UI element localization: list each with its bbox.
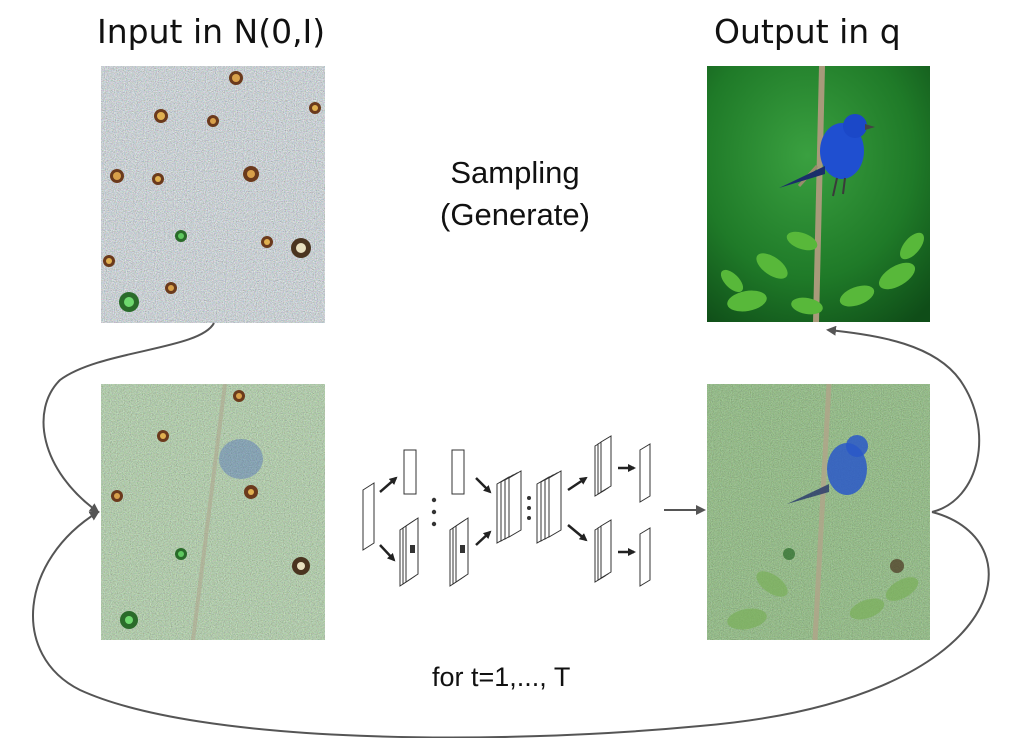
arrow-noise-to-step bbox=[42, 322, 215, 514]
leaves bbox=[720, 231, 924, 315]
noise-blobs bbox=[103, 71, 321, 312]
noisy-bird-image-right bbox=[707, 384, 930, 640]
bird-shape bbox=[779, 114, 875, 197]
clean-bird-photo bbox=[707, 66, 930, 322]
sampling-label: Sampling (Generate) bbox=[410, 152, 620, 236]
arrow-loop-back bbox=[32, 510, 990, 738]
loop-label: for t=1,..., T bbox=[432, 662, 571, 692]
arrow-step-to-output bbox=[826, 325, 981, 513]
sampling-label-line2: (Generate) bbox=[440, 197, 590, 232]
noisy-bird-image-left bbox=[101, 384, 325, 640]
output-title: Output in q bbox=[714, 12, 901, 51]
pure-noise-image bbox=[101, 66, 325, 323]
sampling-label-line1: Sampling bbox=[450, 155, 580, 190]
input-title: Input in N(0,I) bbox=[97, 12, 326, 51]
